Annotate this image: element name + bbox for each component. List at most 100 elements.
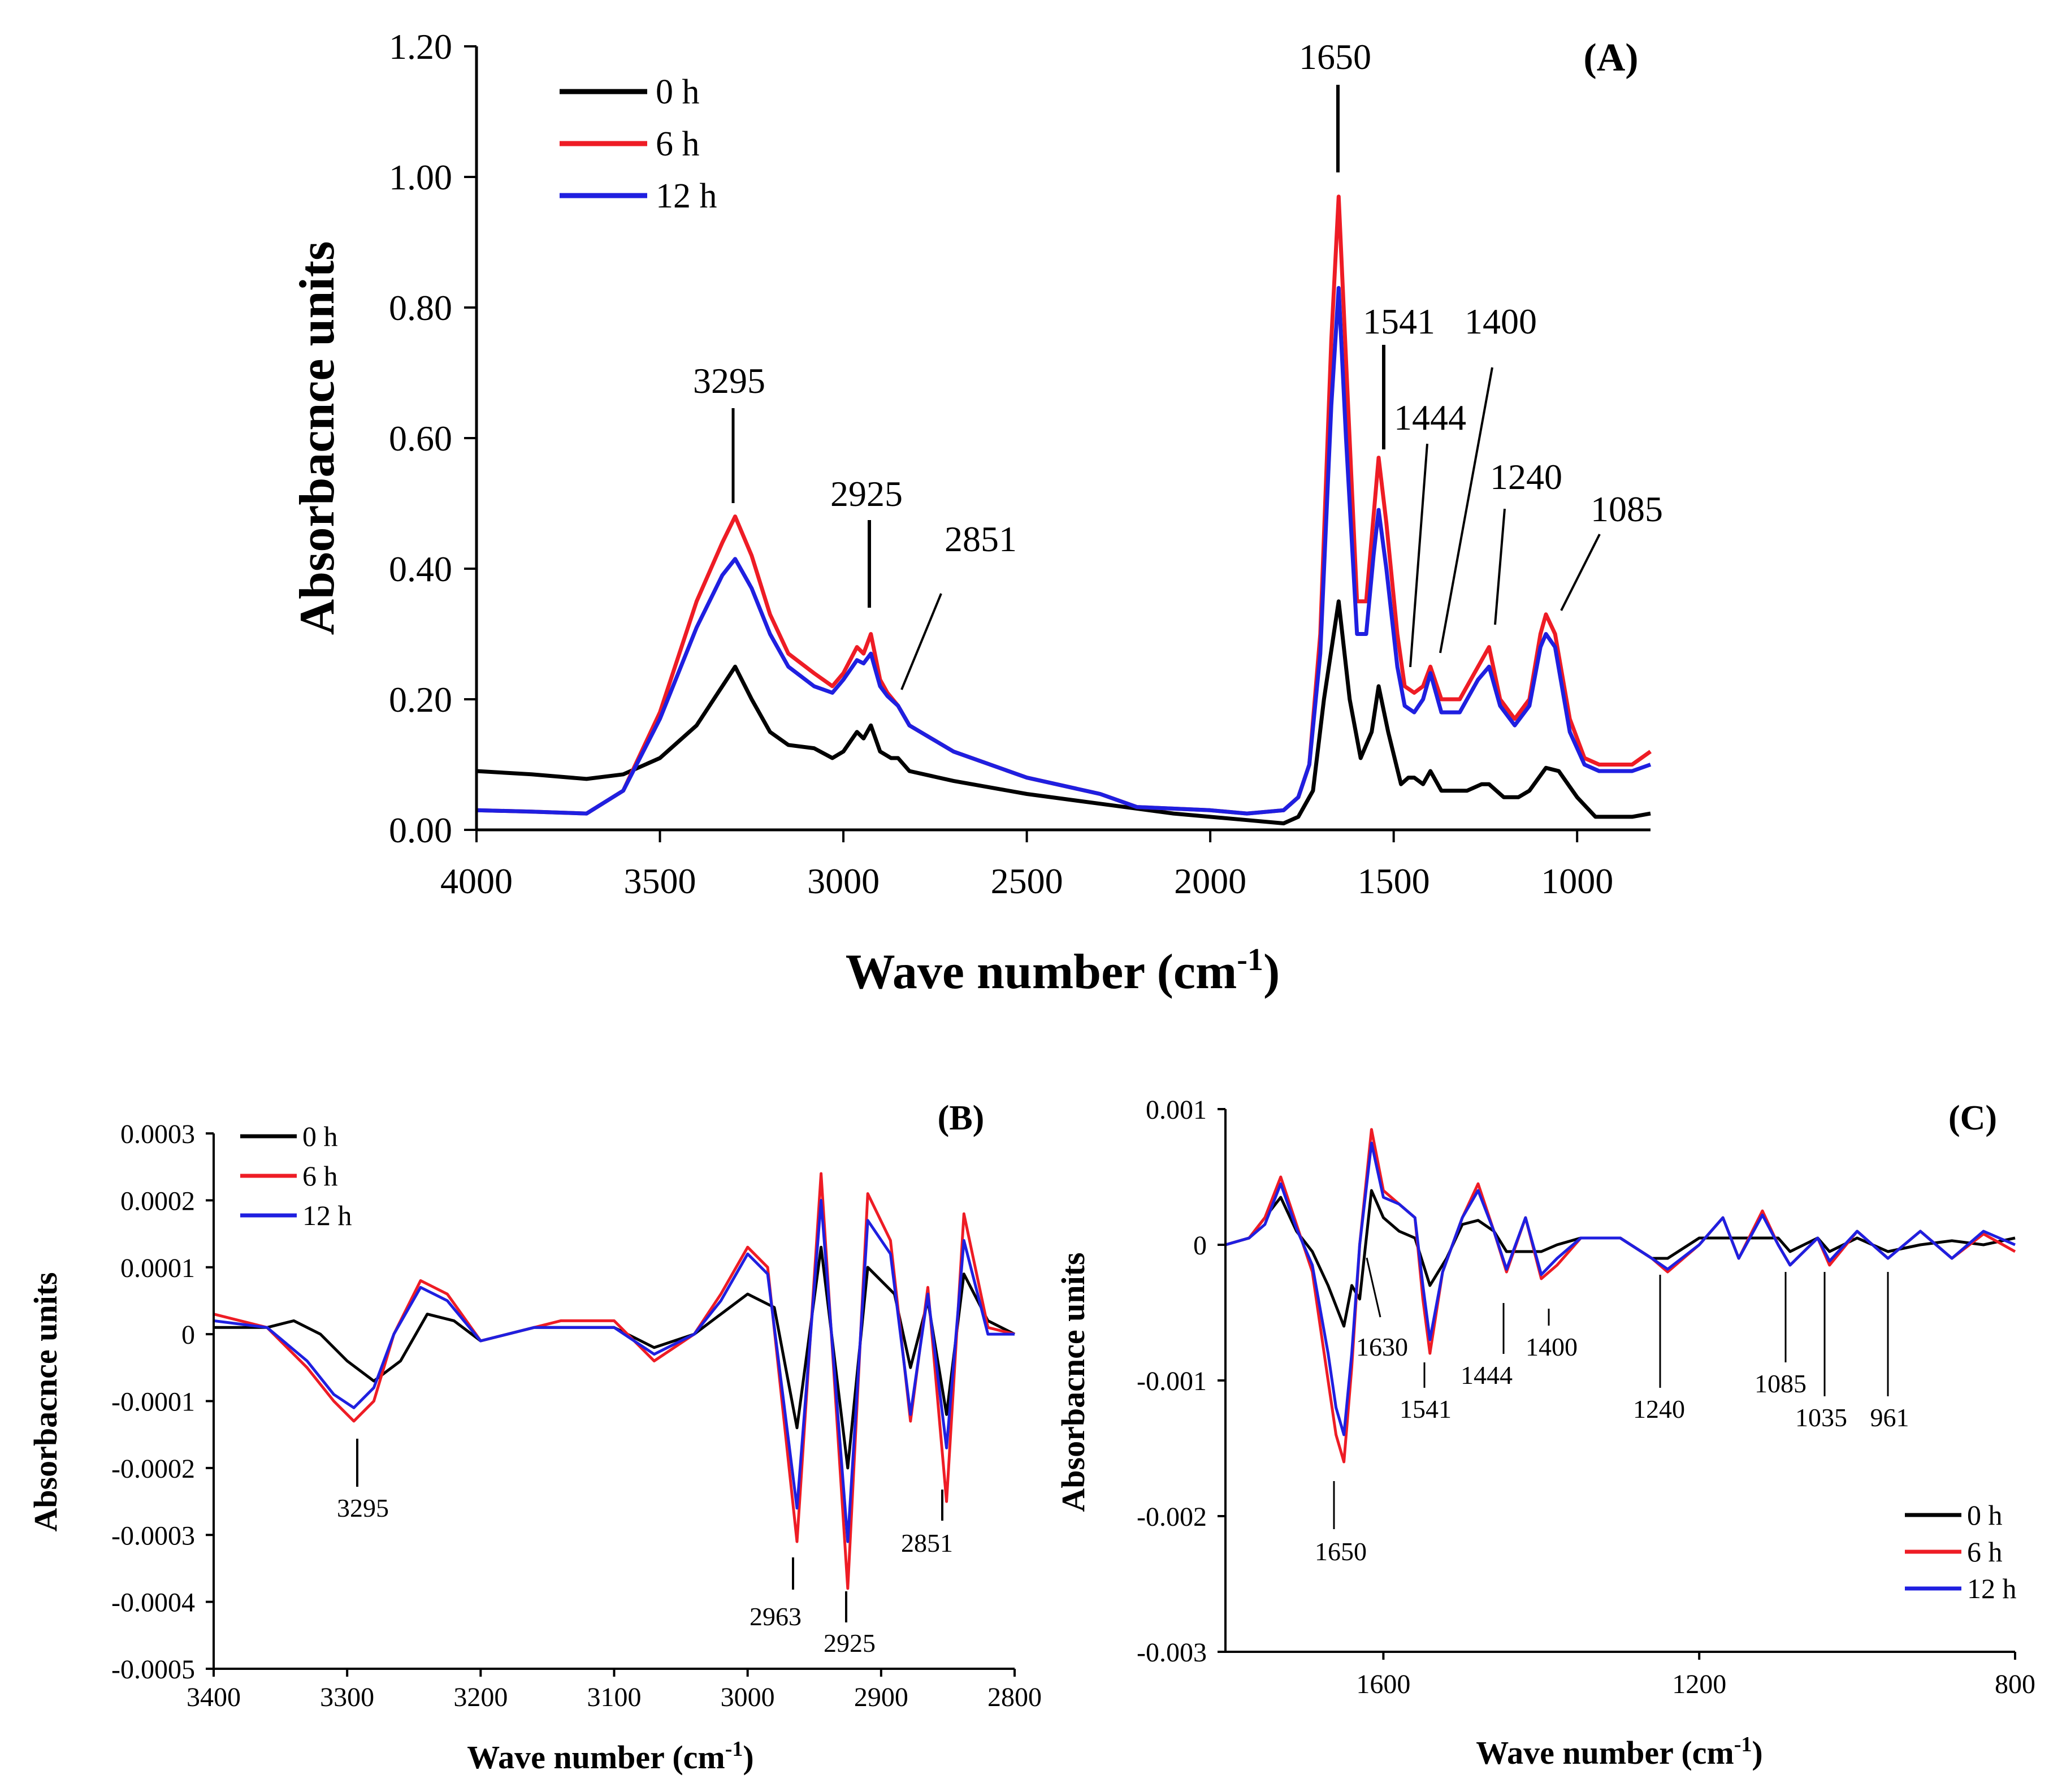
- x-label-text: Wave number: [1476, 1734, 1673, 1771]
- y-tick-label: 0.20: [389, 679, 452, 720]
- y-tick-label: 0.001: [1146, 1095, 1207, 1125]
- annotation-1650: 1650: [1299, 37, 1371, 77]
- x-label-sup: -1: [725, 1737, 743, 1761]
- panel-a-annotations: 1650 3295 2925 2851 1541 1400 1444 1240 …: [693, 37, 1663, 690]
- y-tick-label: -0.003: [1137, 1638, 1207, 1668]
- annotation-1240: 1240: [1490, 457, 1562, 497]
- x-tick-label: 3500: [624, 861, 696, 901]
- panel-b-legend: 0 h 6 h 12 h: [240, 1120, 352, 1231]
- x-label-sup: -1: [1237, 942, 1263, 977]
- y-tick-label: 1.20: [389, 27, 452, 67]
- annotation-1541: 1541: [1363, 301, 1435, 341]
- panel-b-x-label: Wave number (cm-1): [467, 1737, 753, 1776]
- x-label-close: ): [1263, 945, 1280, 999]
- y-tick-label: -0.0005: [111, 1655, 195, 1685]
- legend-b-label-6h: 6 h: [302, 1160, 338, 1192]
- x-label-close: ): [1752, 1734, 1762, 1771]
- annotation-line-1444: [1409, 443, 1428, 668]
- series-line-12h: [213, 1198, 1015, 1543]
- x-tick-label: 800: [1995, 1669, 2035, 1699]
- legend-b-label-0h: 0 h: [302, 1120, 338, 1152]
- y-tick-label: -0.001: [1137, 1366, 1207, 1396]
- annotation-c-1085: 1085: [1755, 1369, 1807, 1398]
- panel-c-y-label: Absorbacnce units: [1055, 1252, 1091, 1512]
- x-label-close: ): [743, 1739, 753, 1776]
- y-tick-label: 1.00: [389, 157, 452, 197]
- panel-c-label: (C): [1948, 1099, 1997, 1137]
- x-tick-label: 3400: [187, 1682, 241, 1712]
- y-tick-label: 0.0003: [120, 1119, 195, 1149]
- x-tick-label: 3300: [320, 1682, 374, 1712]
- series-line-12h: [476, 285, 1652, 816]
- panel-b-label: (B): [938, 1099, 985, 1137]
- x-tick-label: 2900: [854, 1682, 908, 1712]
- x-label-unit: (cm: [1681, 1734, 1734, 1771]
- annotation-c-1444: 1444: [1461, 1361, 1513, 1390]
- panel-a-legend: 0 h 6 h 12 h: [560, 73, 717, 215]
- annotation-line-1400: [1439, 367, 1493, 653]
- annotation-c-1630: 1630: [1356, 1332, 1408, 1361]
- annotation-b-2925: 2925: [824, 1629, 876, 1657]
- x-tick-label: 2800: [987, 1682, 1042, 1712]
- x-tick-label: 1500: [1358, 861, 1430, 901]
- annotation-line-2851: [900, 593, 942, 690]
- series-line-0h: [214, 1245, 1016, 1470]
- annotation-line-1085: [1560, 534, 1601, 611]
- x-label-unit: (cm: [1157, 945, 1237, 999]
- x-label-unit: (cm: [672, 1739, 725, 1776]
- annotation-1400: 1400: [1465, 301, 1537, 341]
- panel-a-y-label: Absorbacnce units: [290, 241, 345, 635]
- annotation-1444: 1444: [1394, 397, 1466, 438]
- panel-b-chart: 3400 3300 3200 3100 3000 2900 2800 -0.0005 -0.00…: [27, 1099, 1042, 1776]
- y-tick-label: 0.0002: [120, 1186, 195, 1216]
- panel-b-series: [213, 1172, 1016, 1590]
- annotation-2925: 2925: [830, 474, 903, 514]
- legend-label-0h: 0 h: [656, 73, 700, 111]
- y-tick-label: 0: [1193, 1231, 1207, 1261]
- series-line-6h: [213, 1172, 1015, 1590]
- x-tick-label: 1200: [1672, 1669, 1726, 1699]
- x-tick-label: 1600: [1356, 1669, 1410, 1699]
- x-tick-label: 3000: [807, 861, 880, 901]
- annotation-c-961: 961: [1870, 1403, 1909, 1432]
- annotation-2851: 2851: [945, 519, 1017, 559]
- annotation-b-2851: 2851: [901, 1529, 953, 1557]
- annotation-b-2963: 2963: [750, 1602, 802, 1631]
- x-tick-label: 4000: [440, 861, 513, 901]
- y-tick-label: 0.80: [389, 288, 452, 328]
- y-tick-label: -0.0003: [111, 1521, 195, 1551]
- x-tick-label: 2000: [1174, 861, 1246, 901]
- y-tick-label: 0.00: [389, 810, 452, 850]
- x-label-text: Wave number: [846, 945, 1145, 999]
- y-tick-label: -0.0001: [111, 1387, 195, 1417]
- series-line-6h: [476, 194, 1652, 816]
- panel-c-annotations: 1630 1541 1444 1400 1240 1085 1035 961 1…: [1315, 1257, 1909, 1566]
- legend-c-label-0h: 0 h: [1967, 1499, 2003, 1531]
- annotation-c-1541: 1541: [1400, 1395, 1452, 1423]
- annotation-c-1240: 1240: [1633, 1395, 1685, 1423]
- x-tick-label: 1000: [1541, 861, 1613, 901]
- panel-c-x-label: Wave number (cm-1): [1476, 1733, 1762, 1771]
- x-tick-label: 2500: [991, 861, 1063, 901]
- annotation-3295: 3295: [693, 361, 765, 401]
- panel-c-series: [1225, 1128, 2016, 1464]
- x-label-text: Wave number: [467, 1739, 664, 1776]
- y-tick-label: -0.002: [1137, 1502, 1207, 1532]
- annotation-b-3295: 3295: [337, 1494, 389, 1522]
- legend-c-label-12h: 12 h: [1967, 1573, 2017, 1604]
- y-tick-label: 0.0001: [120, 1253, 195, 1283]
- annotation-c-1650: 1650: [1315, 1537, 1367, 1566]
- y-tick-label: 0.60: [389, 418, 452, 458]
- annotation-line-1240: [1494, 508, 1506, 625]
- panel-a-label: (A): [1583, 36, 1638, 80]
- y-tick-label: 0: [181, 1320, 195, 1350]
- annotation-c-line-1630: [1366, 1257, 1381, 1318]
- x-label-sup: -1: [1734, 1733, 1752, 1756]
- series-line-12h: [1225, 1141, 2016, 1436]
- panel-b-annotations: 3295 2963 2925 2851: [337, 1439, 953, 1657]
- annotation-c-1400: 1400: [1526, 1332, 1578, 1361]
- annotation-c-1035: 1035: [1795, 1403, 1847, 1432]
- legend-label-6h: 6 h: [656, 125, 700, 163]
